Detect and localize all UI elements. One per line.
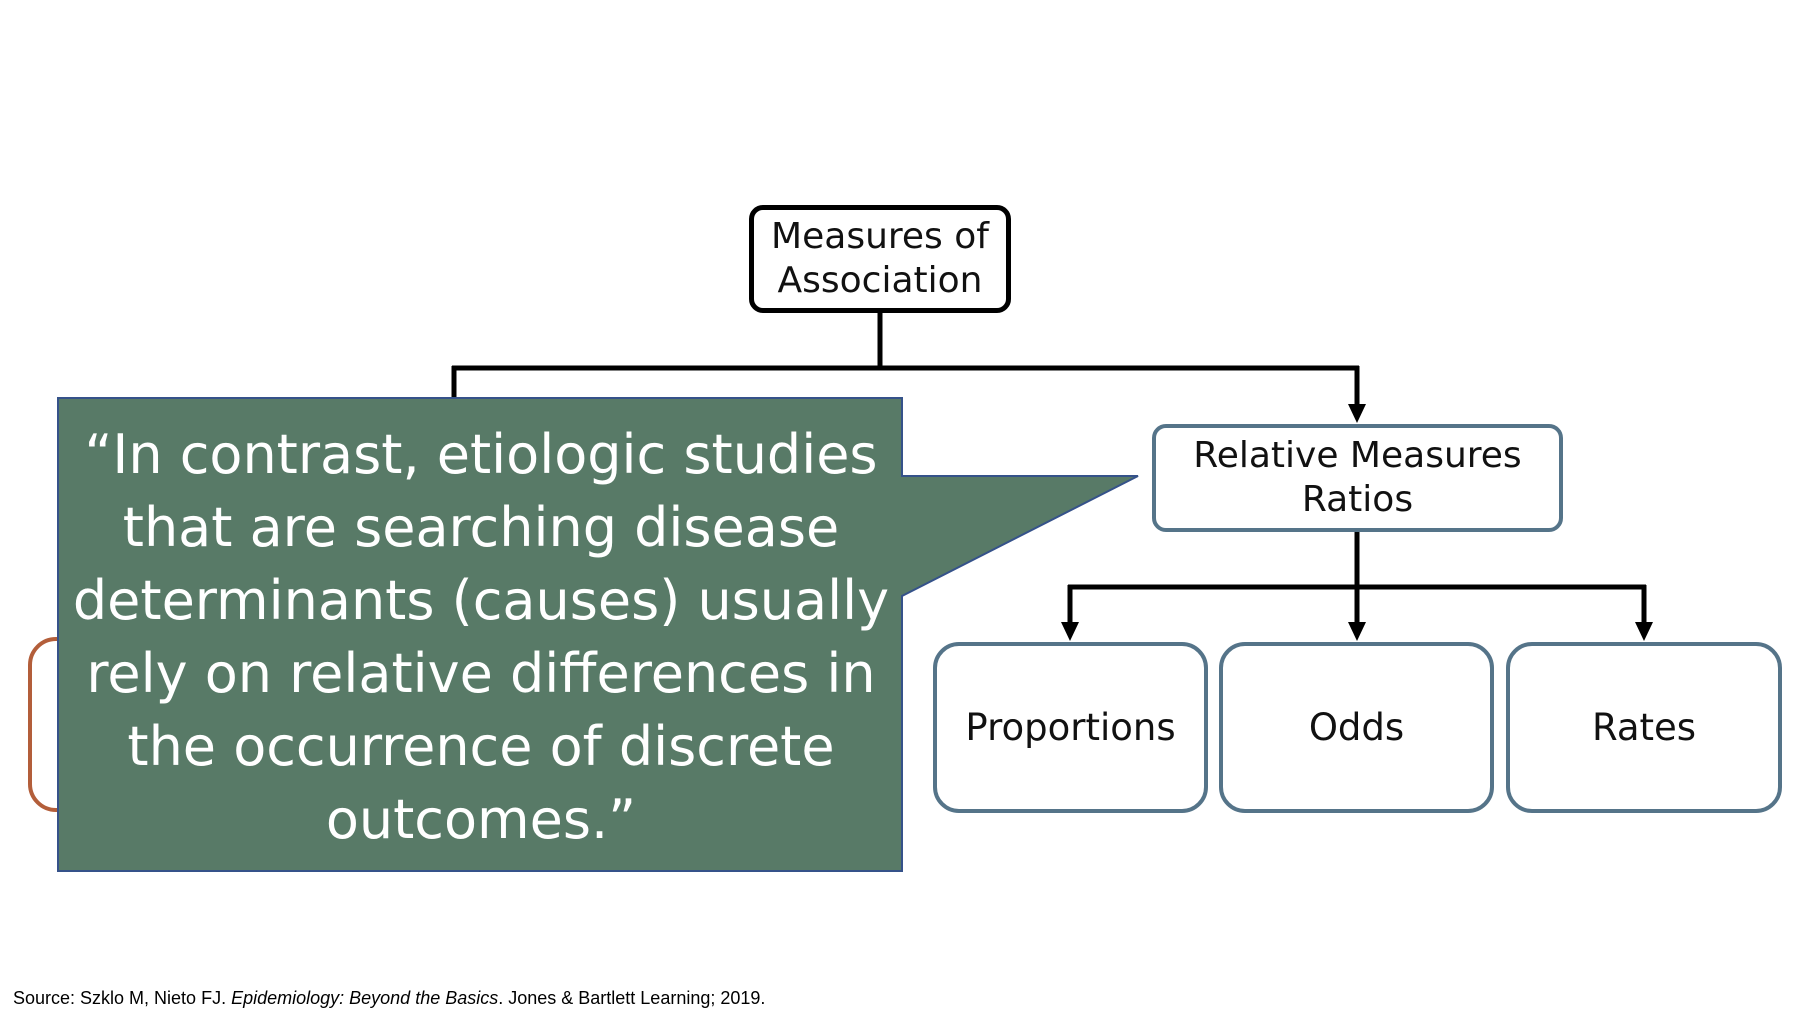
arrow-rates [1635, 622, 1653, 641]
source-suffix: . Jones & Bartlett Learning; 2019. [498, 988, 766, 1008]
node-root-line1: Measures of [771, 216, 989, 258]
node-proportions: Proportions [933, 642, 1208, 813]
arrow-proportions [1061, 622, 1079, 641]
arrow-odds [1348, 622, 1366, 641]
node-proportions-label: Proportions [965, 705, 1176, 749]
node-measures-of-association: Measures of Association [749, 205, 1011, 313]
node-relative-measures: Relative Measures Ratios [1152, 424, 1563, 532]
node-rates-label: Rates [1591, 705, 1697, 749]
source-prefix: Source: Szklo M, Nieto FJ. [13, 988, 232, 1008]
node-relative-line2: Ratios [1301, 479, 1414, 520]
node-odds: Odds [1219, 642, 1494, 813]
arrow-relative [1348, 404, 1366, 423]
node-rates: Rates [1506, 642, 1782, 813]
node-root-line2: Association [777, 260, 983, 301]
source-book-title: Epidemiology: Beyond the Basics [231, 988, 499, 1008]
source-citation: Source: Szklo M, Nieto FJ. Epidemiology:… [13, 988, 765, 1009]
quote-text: “In contrast, etiologic studies that are… [72, 423, 890, 851]
node-relative-line1: Relative Measures [1193, 435, 1522, 477]
node-odds-label: Odds [1308, 705, 1405, 749]
